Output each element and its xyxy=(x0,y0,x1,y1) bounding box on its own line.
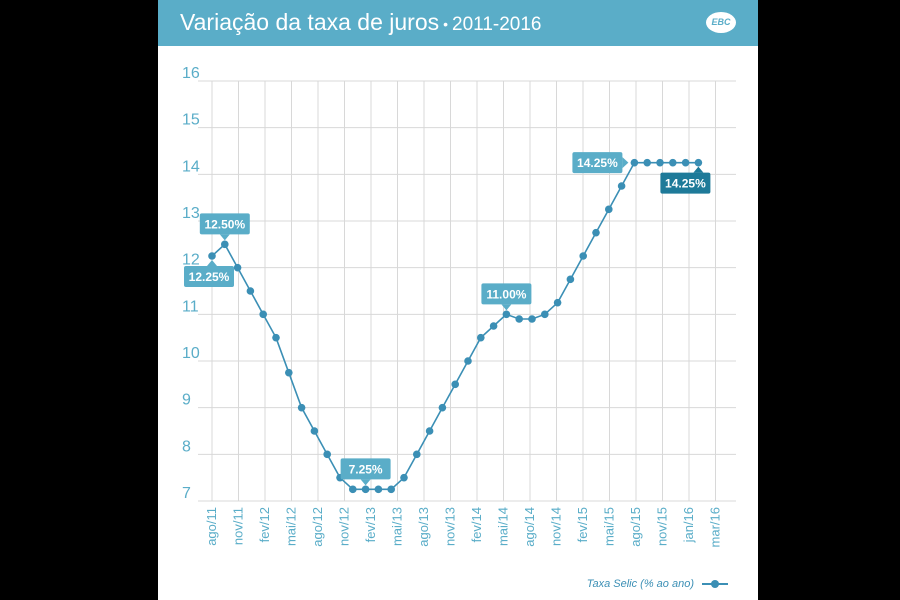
x-tick-label: ago/14 xyxy=(522,507,537,547)
data-point[interactable] xyxy=(489,322,498,330)
annotation-box xyxy=(340,458,391,480)
data-point[interactable] xyxy=(669,158,677,167)
x-tick-label: mar/16 xyxy=(708,507,723,547)
x-tick-label: jan/16 xyxy=(681,507,696,543)
chart-title: Variação da taxa de juros • 2011-2016 xyxy=(180,9,541,36)
data-point[interactable] xyxy=(502,310,511,319)
data-point[interactable] xyxy=(285,368,293,377)
data-point[interactable] xyxy=(541,310,549,319)
ebc-logo: EBC xyxy=(706,12,736,33)
data-point[interactable] xyxy=(323,450,331,459)
y-tick-label: 11 xyxy=(182,298,199,315)
data-point[interactable] xyxy=(425,427,434,435)
x-tick-label: ago/12 xyxy=(310,507,325,547)
x-tick-label: nov/13 xyxy=(443,507,458,546)
chart-legend: Taxa Selic (% ao ano) xyxy=(587,578,728,590)
data-point[interactable] xyxy=(656,158,664,167)
data-point[interactable] xyxy=(681,158,690,167)
line-dot-icon xyxy=(702,579,728,589)
y-tick-label: 13 xyxy=(182,205,200,222)
data-point[interactable] xyxy=(579,252,587,260)
data-point[interactable] xyxy=(605,205,613,214)
annotation-label: 14.25% xyxy=(665,177,706,191)
data-point[interactable] xyxy=(617,182,626,190)
data-point[interactable] xyxy=(592,228,600,237)
x-tick-label: mai/12 xyxy=(284,507,299,546)
x-tick-label: mai/14 xyxy=(496,507,511,546)
x-tick-label: fev/14 xyxy=(469,507,484,542)
data-point[interactable] xyxy=(400,473,408,482)
data-point[interactable] xyxy=(349,485,357,494)
data-point[interactable] xyxy=(233,263,242,272)
data-point[interactable] xyxy=(694,158,703,167)
data-point[interactable] xyxy=(630,158,639,167)
title-text: Variação da taxa de juros xyxy=(180,9,440,35)
title-separator: • xyxy=(443,15,449,32)
annotation-box xyxy=(481,283,532,305)
annotation-pointer xyxy=(501,304,512,311)
data-point[interactable] xyxy=(643,158,651,167)
data-point[interactable] xyxy=(464,357,472,365)
x-tick-label: nov/11 xyxy=(231,507,246,545)
data-point[interactable] xyxy=(246,287,255,295)
x-tick-label: nov/14 xyxy=(549,507,564,546)
data-point[interactable] xyxy=(413,450,421,459)
x-tick-label: fev/15 xyxy=(575,507,590,542)
data-point[interactable] xyxy=(387,485,395,494)
series-line-selic xyxy=(211,161,699,491)
data-point[interactable] xyxy=(515,315,523,323)
x-tick-label: fev/13 xyxy=(363,507,378,542)
data-point[interactable] xyxy=(310,427,319,435)
y-tick-label: 12 xyxy=(182,252,200,269)
x-tick-label: nov/15 xyxy=(655,507,670,546)
x-tick-label: nov/12 xyxy=(337,507,352,546)
annotation-box xyxy=(199,213,250,235)
x-tick-label: fev/12 xyxy=(257,507,272,542)
y-tick-label: 15 xyxy=(182,112,200,129)
x-tick-label: mai/13 xyxy=(390,507,405,546)
annotation-label: 12.25% xyxy=(189,270,230,284)
data-point[interactable] xyxy=(221,240,229,249)
y-tick-label: 9 xyxy=(182,392,191,409)
data-point[interactable] xyxy=(451,380,460,389)
data-point[interactable] xyxy=(297,403,306,412)
data-point[interactable] xyxy=(374,485,383,494)
data-point[interactable] xyxy=(361,485,370,494)
y-tick-label: 16 xyxy=(182,65,200,82)
annotation-box xyxy=(660,172,711,194)
annotation-label: 14.25% xyxy=(577,156,618,170)
data-point[interactable] xyxy=(208,252,216,260)
annotation-label: 11.00% xyxy=(486,287,526,301)
y-tick-label: 7 xyxy=(182,485,191,502)
y-tick-label: 8 xyxy=(182,438,191,455)
chart-card: Variação da taxa de juros • 2011-2016 EBC … xyxy=(158,0,758,600)
line-chart: 7 8 9 10 11 12 13 14 15 16 ago/11 nov/11 fev/12 mai/1… xyxy=(182,65,736,547)
data-point[interactable] xyxy=(272,333,280,342)
data-point[interactable] xyxy=(259,310,267,319)
data-point[interactable] xyxy=(553,298,562,307)
x-tick-label: ago/11 xyxy=(204,507,219,546)
annotation-pointer xyxy=(207,260,217,266)
title-years: 2011-2016 xyxy=(452,14,542,35)
annotation-pointer xyxy=(693,166,704,173)
data-point[interactable] xyxy=(438,403,447,412)
data-point[interactable] xyxy=(528,315,536,323)
chart-header: Variação da taxa de juros • 2011-2016 EBC xyxy=(158,0,758,46)
y-tick-label: 14 xyxy=(182,158,200,175)
x-tick-label: ago/13 xyxy=(416,507,431,547)
x-tick-label: ago/15 xyxy=(628,507,643,547)
y-tick-label: 10 xyxy=(182,345,200,362)
data-point[interactable] xyxy=(477,333,485,342)
data-point[interactable] xyxy=(566,275,575,284)
legend-label: Taxa Selic (% ao ano) xyxy=(586,578,694,590)
annotation-pointer xyxy=(219,234,230,241)
annotation-pointer xyxy=(622,157,629,169)
annotation-label: 12.50% xyxy=(204,217,245,231)
x-tick-label: mai/15 xyxy=(602,507,617,546)
annotation-box xyxy=(184,266,234,287)
annotation-label: 7.25% xyxy=(349,462,383,476)
annotation-box xyxy=(572,152,623,174)
annotation-pointer xyxy=(360,479,371,486)
